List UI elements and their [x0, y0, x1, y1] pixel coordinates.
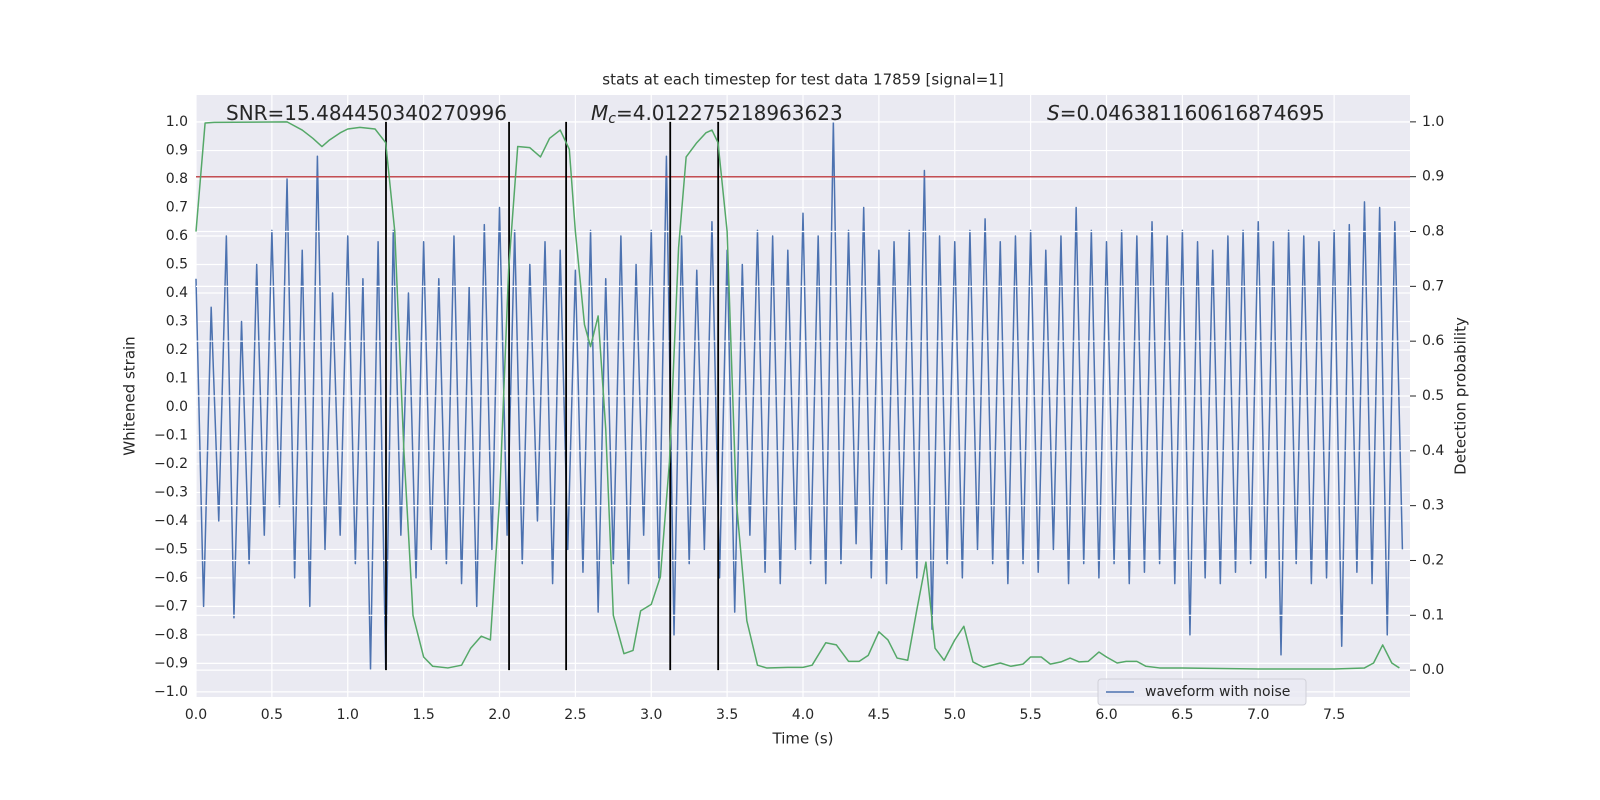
x-tick-label: 4.5	[868, 707, 890, 723]
y-tick-label: −0.4	[154, 513, 188, 529]
annotation-text: =0.046381160616874695	[1060, 101, 1325, 125]
annotation-symbol: M	[591, 101, 608, 125]
x-tick-label: 4.0	[792, 707, 814, 723]
x-tick-label: 7.5	[1323, 707, 1345, 723]
y-tick-label: 0.0	[166, 399, 188, 415]
y2-tick-label: 0.3	[1422, 498, 1444, 514]
y2-tick-label: 0.5	[1422, 388, 1444, 404]
y-tick-label: 0.1	[166, 370, 188, 386]
y-tick-label: 0.9	[166, 143, 188, 159]
x-tick-label: 6.5	[1171, 707, 1193, 723]
y-tick-label: 0.8	[166, 171, 188, 187]
y-tick-label: −0.2	[154, 456, 188, 472]
y-tick-label: −0.6	[154, 570, 188, 586]
y-tick-label: −0.1	[154, 427, 188, 443]
y-tick-label: −1.0	[154, 684, 188, 700]
x-tick-label: 0.0	[185, 707, 207, 723]
x-axis-label: Time (s)	[772, 730, 834, 748]
y-tick-label: 0.6	[166, 228, 188, 244]
y2-tick-label: 0.2	[1422, 552, 1444, 568]
y2-tick-label: 0.1	[1422, 607, 1444, 623]
x-tick-label: 2.5	[564, 707, 586, 723]
chart-title: stats at each timestep for test data 178…	[602, 71, 1003, 89]
x-tick-label: 1.5	[412, 707, 434, 723]
x-tick-label: 3.5	[716, 707, 738, 723]
x-tick-label: 2.0	[488, 707, 510, 723]
x-tick-label: 6.0	[1095, 707, 1117, 723]
annotation: S=0.046381160616874695	[1047, 101, 1325, 125]
annotation-subscript: c	[608, 111, 616, 127]
annotation-text: =4.012275218963623	[616, 101, 843, 125]
x-tick-label: 7.0	[1247, 707, 1269, 723]
y-tick-label: −0.5	[154, 541, 188, 557]
y-tick-label: 0.4	[166, 285, 188, 301]
annotation: SNR=15.484450340270996	[226, 101, 507, 125]
annotation-text: SNR=15.484450340270996	[226, 101, 507, 125]
y2-axis-label: Detection probability	[1452, 317, 1470, 475]
series-line	[195, 121, 1400, 670]
y2-tick-label: 0.9	[1422, 169, 1444, 185]
y-tick-label: 0.7	[166, 200, 188, 216]
legend-label: waveform with noise	[1145, 684, 1290, 700]
legend-box	[1097, 678, 1307, 706]
y2-tick-label: 0.0	[1422, 662, 1444, 678]
x-tick-label: 3.0	[640, 707, 662, 723]
y2-tick-label: 0.8	[1422, 224, 1444, 240]
y-tick-label: 1.0	[166, 114, 188, 130]
x-tick-label: 5.0	[944, 707, 966, 723]
y-tick-label: −0.8	[154, 627, 188, 643]
y-tick-label: −0.7	[154, 598, 188, 614]
y-tick-label: 0.2	[166, 342, 188, 358]
y-tick-label: −0.9	[154, 655, 188, 671]
y-tick-label: −0.3	[154, 484, 188, 500]
y2-tick-label: 0.6	[1422, 333, 1444, 349]
series-line	[195, 121, 1404, 670]
y2-tick-label: 0.4	[1422, 443, 1444, 459]
y2-tick-label: 0.7	[1422, 278, 1444, 294]
y-tick-label: 0.3	[166, 313, 188, 329]
annotation: Mc=4.012275218963623	[591, 101, 843, 128]
x-tick-label: 0.5	[261, 707, 283, 723]
y-tick-label: 0.5	[166, 257, 188, 273]
y2-tick-label: 1.0	[1422, 114, 1444, 130]
x-tick-label: 1.0	[337, 707, 359, 723]
y-axis-label: Whitened strain	[121, 336, 139, 455]
annotation-symbol: S	[1047, 101, 1060, 125]
x-tick-label: 5.5	[1019, 707, 1041, 723]
